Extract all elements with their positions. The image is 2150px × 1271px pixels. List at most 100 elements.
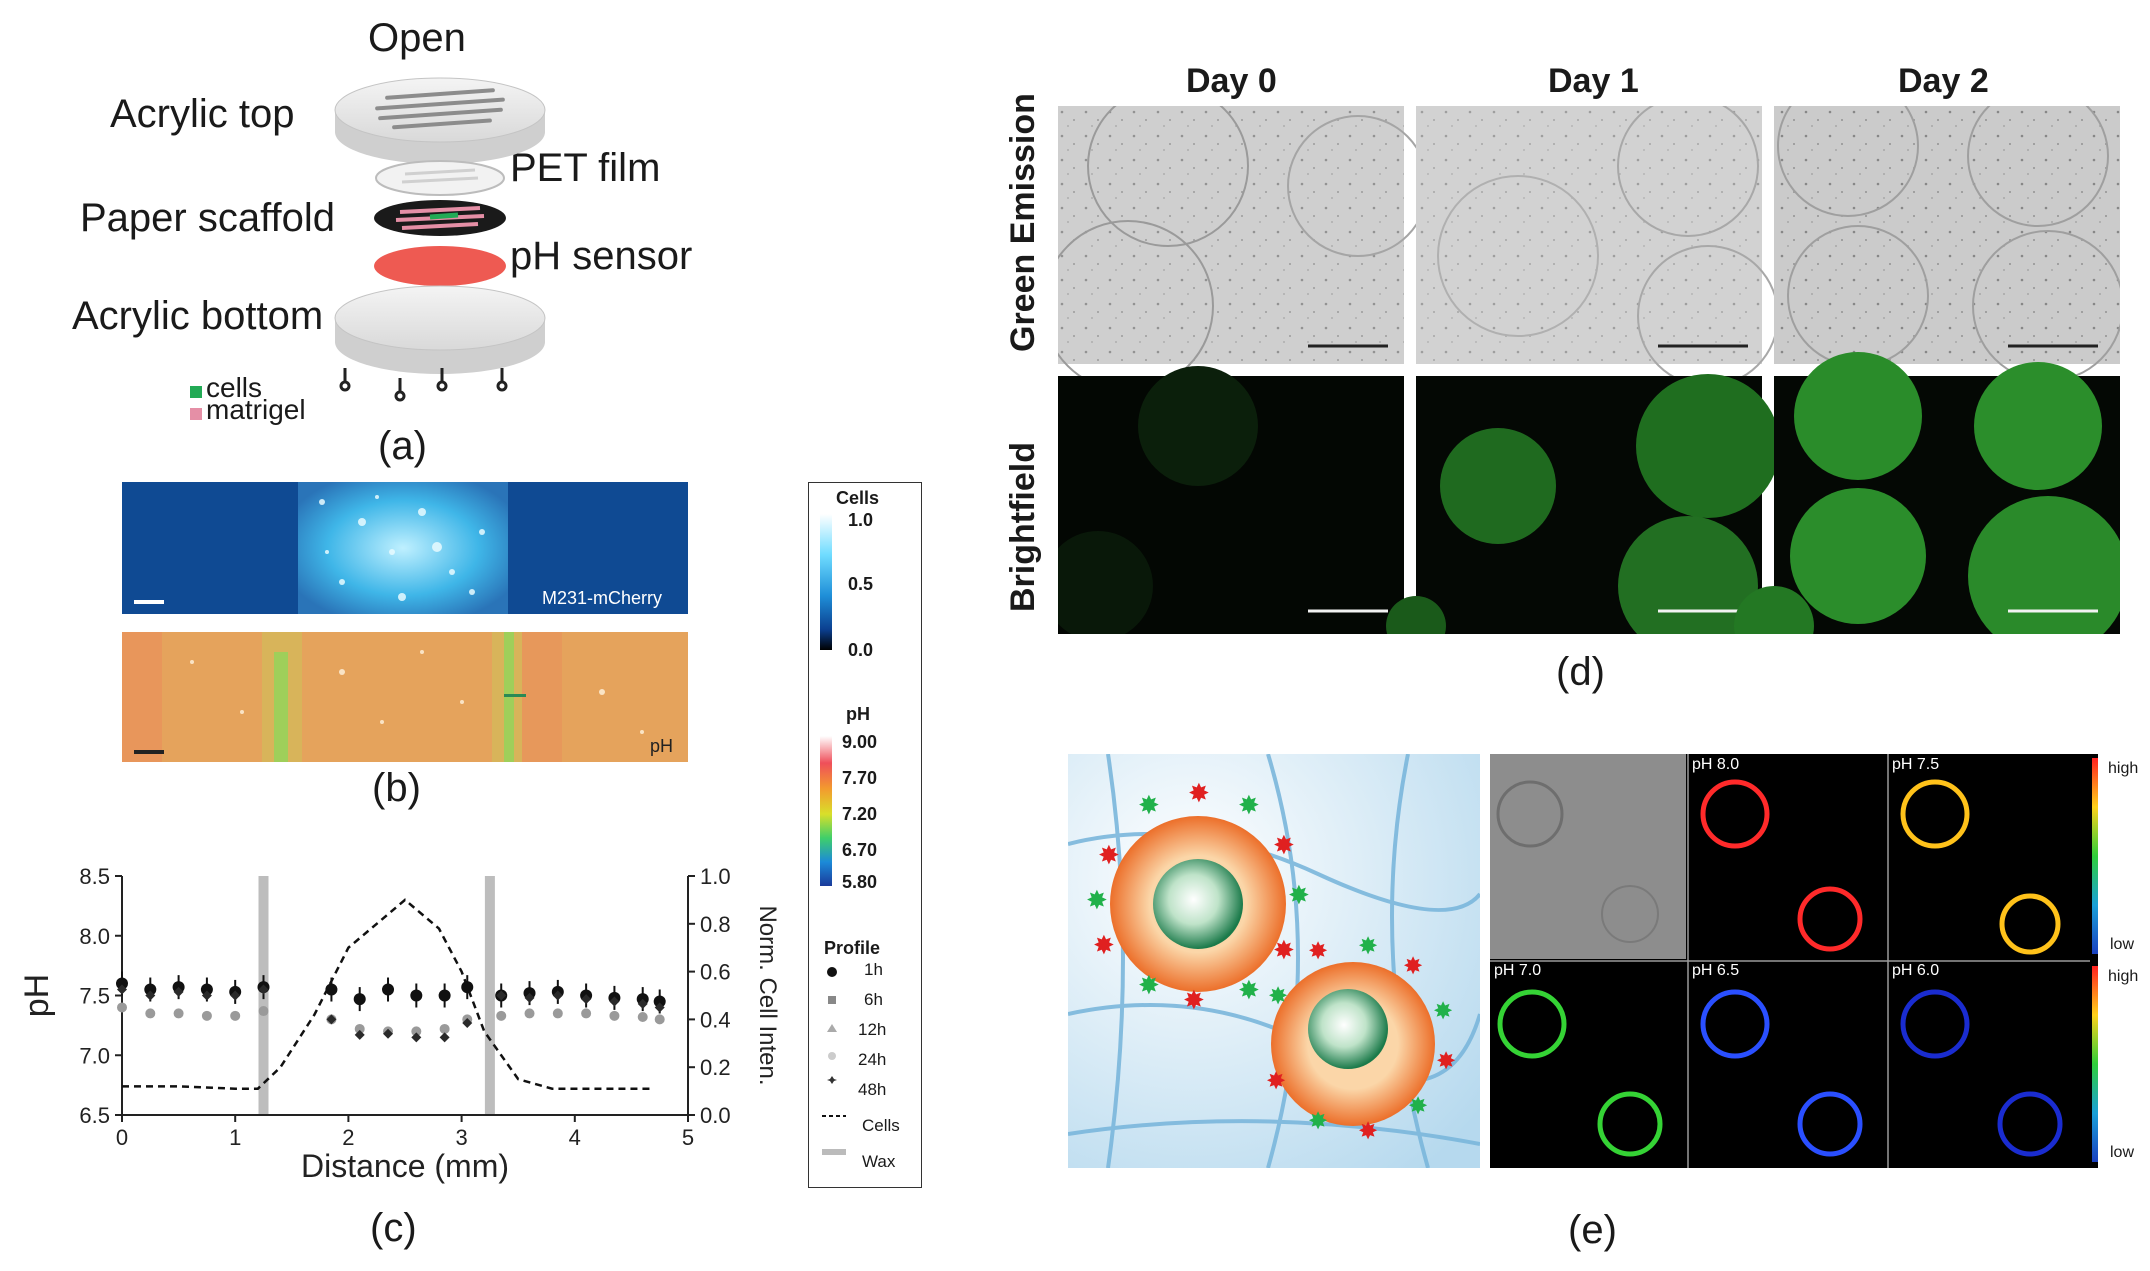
point-6h [117,1002,127,1013]
device-illustration [334,77,546,402]
y-tick-label: 8.5 [79,864,110,889]
point-6h [552,1008,563,1019]
cells-colorbar-title: Cells [836,488,880,508]
profile-item-1h: 1h [864,960,883,979]
y2-tick-label: 1.0 [700,864,731,889]
ph-colorbar-title: pH [846,704,870,724]
point-48h [201,990,212,1001]
y-tick-label: 7.5 [79,984,110,1009]
wax-bar-2 [484,876,495,1115]
point-6h [496,1010,507,1021]
svg-text:✸: ✸ [1358,933,1378,960]
point-48h [383,1028,394,1039]
panel-e-caption: (e) [1568,1208,1617,1252]
point-1h [461,981,474,994]
y2-tick-label: 0.4 [700,1007,731,1032]
point-1h [382,983,395,996]
y2-tick-label: 0.0 [700,1103,731,1128]
y-tick-label: 7.0 [79,1043,110,1068]
point-6h [411,1026,422,1037]
svg-text:✸: ✸ [1433,998,1453,1025]
row2-day2 [1734,352,2120,634]
svg-text:✸: ✸ [1288,880,1310,910]
layer-label-acrylic-bottom: Acrylic bottom [72,294,324,338]
ph-colorbar [820,736,832,886]
point-1h [653,995,666,1008]
point-48h [117,984,127,995]
point-6h [581,1008,592,1019]
scale-low-top: low [2110,936,2135,953]
column-day2: Day 2 [1898,62,1989,100]
cells-legend-label: cells [206,372,263,403]
point-6h [230,1010,241,1021]
x-tick-label: 3 [455,1125,467,1150]
svg-text:✸: ✸ [1188,778,1210,808]
cells-tick-0: 0.0 [848,640,874,660]
point-48h [654,1002,665,1013]
ph-tick-580: 5.80 [842,872,878,892]
y2-tick-label: 0.2 [700,1055,731,1080]
point-48h [258,984,269,995]
panel-a-title: Open [368,16,466,60]
ph-tick-770: 7.70 [842,768,878,788]
svg-text:✸: ✸ [1273,830,1295,860]
row2-day0 [1058,366,1404,634]
profile-item-24h: 24h [858,1050,887,1069]
cells-colorbar [820,514,832,650]
grid-label-ph65: pH 6.5 [1692,962,1740,979]
svg-text:✸: ✸ [1086,885,1108,915]
point-1h [410,989,423,1002]
panel-d-caption: (d) [1556,650,1605,694]
cells-image-label: M231-mCherry [542,588,663,608]
profile-item-6h: 6h [864,990,883,1009]
svg-text:✸: ✸ [1183,985,1205,1015]
profile-legend-title: Profile [824,938,881,958]
marker-24h [828,1052,836,1060]
svg-text:✸: ✸ [1308,938,1328,965]
marker-12h [827,1024,837,1032]
point-48h [524,992,535,1003]
y2-axis-label: Norm. Cell Inten. [754,905,781,1085]
row1-day2 [1774,106,2120,382]
matrigel-legend-label: matrigel [206,394,306,425]
ring-ph75-b [1999,893,2061,955]
x-axis-label: Distance (mm) [301,1148,509,1184]
profile-item-12h: 12h [858,1020,887,1039]
point-48h [230,990,241,1001]
point-48h [173,986,184,997]
point-48h [354,1029,365,1040]
y-tick-label: 6.5 [79,1103,110,1128]
point-6h [439,1023,450,1034]
grid-label-ph60: pH 6.0 [1892,962,1940,979]
svg-text:✸: ✸ [1138,970,1160,1000]
row2-day1 [1386,374,1780,634]
svg-text:✸: ✸ [1238,975,1260,1005]
nanoparticle-1: ✸ ✸ ✸ ✸ ✸ ✸ ✸ ✸ ✸ ✸ ✸ ✸ [1086,778,1310,1015]
ph-tick-900: 9.00 [842,732,878,752]
point-1h [325,983,338,996]
point-6h [145,1008,156,1019]
point-48h [439,1032,450,1043]
wax-line-label: Wax [862,1152,896,1171]
point-48h [326,1014,337,1025]
row1-day1 [1416,106,1779,387]
point-1h [353,993,366,1006]
point-6h [654,1014,665,1025]
point-48h [462,1017,473,1028]
svg-text:✸: ✸ [1238,790,1260,820]
point-6h [524,1008,535,1019]
point-48h [145,990,156,1001]
point-6h [173,1008,184,1019]
ring-ph60-b [1997,1091,2063,1157]
ring-ph70-b [1597,1091,1663,1157]
row-label-green-emission: Green Emission [1004,93,1042,352]
x-tick-label: 0 [116,1125,128,1150]
y-axis-label: pH [20,974,56,1017]
cells-line-label: Cells [862,1116,900,1135]
svg-text:✸: ✸ [1138,790,1160,820]
point-6h [637,1012,648,1023]
svg-text:✸: ✸ [1268,983,1288,1010]
point-1h [438,989,451,1002]
svg-text:✸: ✸ [1358,1118,1378,1145]
nanosensor-illustration: ✸ ✸ ✸ ✸ ✸ ✸ ✸ ✸ ✸ ✸ ✸ ✸ ✸ ✸ ✸ ✸ ✸ ✸ ✸ ✸ ✸ ✸ [1068,754,1480,1168]
